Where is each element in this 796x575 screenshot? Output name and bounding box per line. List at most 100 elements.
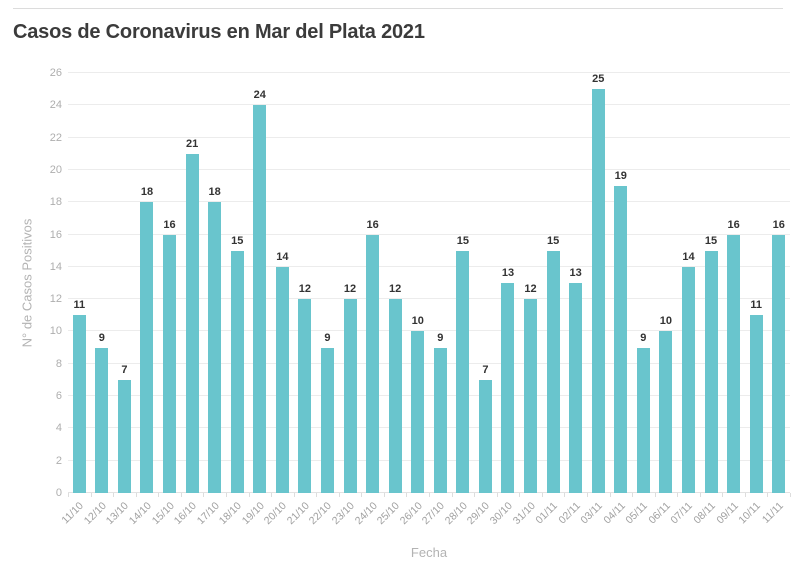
y-tick-label-16: 16	[49, 228, 62, 241]
bar-value-label: 16	[772, 218, 785, 231]
x-tick-mark	[225, 493, 227, 497]
gridline-y-2	[68, 459, 790, 461]
bar-03-11	[591, 89, 605, 493]
x-tick-mark	[316, 493, 318, 497]
x-tick-mark	[564, 493, 566, 497]
bar-value-label: 18	[140, 186, 154, 199]
bar-value-label: 12	[389, 283, 402, 296]
x-tick-mark	[654, 493, 656, 497]
y-tick-label-12: 12	[49, 293, 62, 306]
gridline-y-20	[68, 168, 790, 170]
gridline-y-14	[68, 265, 790, 267]
x-tick-mark	[180, 493, 182, 497]
x-tick-mark	[158, 493, 160, 497]
x-tick-mark	[68, 493, 69, 497]
bar-value-label: 15	[231, 234, 244, 247]
gridline-y-4	[68, 427, 790, 429]
x-tick-mark	[790, 493, 791, 497]
x-tick-mark	[451, 493, 453, 497]
x-axis-tick-labels: 11/10 12/10 13/10 14/10 15/10 16/10 17/10 18/10…	[60, 493, 791, 553]
gridline-y-22	[68, 136, 790, 138]
y-tick-label-18: 18	[49, 196, 62, 209]
x-tick-mark	[271, 493, 273, 497]
bar-11-10	[72, 315, 86, 493]
bar-value-label: 14	[276, 250, 289, 263]
gridline-y-16	[68, 233, 790, 235]
gridline-y-26	[68, 72, 790, 73]
bar-25-10	[388, 299, 402, 493]
gridline-y-10	[68, 330, 790, 332]
bar-value-label: 9	[324, 331, 331, 344]
x-tick-mark	[429, 493, 430, 497]
bar-value-label: 21	[185, 137, 199, 150]
bar-value-label: 7	[482, 363, 489, 376]
y-tick-label-10: 10	[49, 325, 62, 338]
y-tick-label-14: 14	[49, 260, 62, 273]
x-tick-mark	[586, 493, 588, 497]
bar-24-10	[366, 234, 380, 493]
bar-06-11	[659, 331, 673, 493]
bar-value-label: 11	[750, 299, 762, 312]
y-tick-label-26: 26	[49, 67, 62, 79]
x-tick-mark	[361, 493, 363, 497]
x-tick-mark	[293, 493, 295, 497]
bar-value-label: 16	[163, 218, 176, 231]
bar-18-10	[230, 250, 244, 493]
bar-09-11	[727, 234, 741, 493]
x-tick-mark	[632, 493, 634, 497]
bar-value-label: 12	[298, 283, 312, 296]
bar-value-label: 10	[411, 315, 424, 328]
bar-value-label: 15	[456, 234, 469, 247]
y-tick-label-8: 8	[55, 357, 62, 370]
x-tick-mark	[90, 493, 92, 497]
x-tick-mark	[744, 493, 746, 497]
gridline-y-0	[68, 492, 790, 493]
bar-value-label: 10	[659, 315, 673, 328]
bar-value-label: 13	[569, 267, 582, 279]
bar-value-label: 19	[614, 170, 627, 183]
x-tick-mark	[722, 493, 724, 497]
bar-22-10	[320, 347, 334, 493]
x-tick-mark	[474, 493, 476, 497]
gridline-y-6	[68, 395, 790, 397]
bar-value-label: 14	[682, 250, 695, 263]
x-tick-mark	[248, 493, 250, 497]
bar-21-10	[298, 299, 312, 493]
bar-value-label: 9	[437, 331, 444, 344]
bar-value-label: 12	[524, 283, 537, 296]
bar-27-10	[433, 347, 447, 493]
bar-30-10	[501, 283, 515, 493]
bar-16-10	[185, 153, 199, 493]
bar-11-11	[772, 234, 786, 493]
x-tick-mark	[767, 493, 769, 497]
bar-value-label: 13	[501, 267, 515, 279]
x-tick-mark	[383, 493, 385, 497]
gridline-y-18	[68, 201, 790, 203]
bar-value-label: 7	[121, 363, 128, 376]
bar-value-label: 24	[253, 89, 266, 102]
bar-value-label: 16	[366, 218, 379, 231]
bar-14-10	[140, 202, 154, 493]
x-tick-mark	[113, 493, 115, 497]
y-tick-label-2: 2	[55, 454, 62, 467]
bar-19-10	[253, 105, 267, 493]
x-tick-mark	[135, 493, 137, 497]
chart-title: Casos de Coronavirus en Mar del Plata 20…	[13, 21, 425, 43]
bar-28-10	[456, 250, 470, 493]
bar-value-label: 15	[704, 234, 718, 247]
bar-31-10	[524, 299, 538, 493]
bar-04-11	[614, 186, 628, 493]
bar-value-label: 16	[727, 218, 740, 231]
x-tick-mark	[338, 493, 340, 497]
bar-05-11	[636, 347, 650, 493]
x-tick-mark	[677, 493, 679, 497]
x-tick-mark	[519, 493, 521, 497]
bar-value-label: 9	[98, 331, 105, 344]
x-tick-mark	[541, 493, 543, 497]
bar-20-10	[275, 266, 289, 493]
gridline-y-8	[68, 362, 790, 364]
y-tick-label-24: 24	[49, 99, 62, 112]
y-tick-label-4: 4	[55, 422, 62, 435]
bar-26-10	[411, 331, 425, 493]
x-tick-mark	[203, 493, 205, 497]
